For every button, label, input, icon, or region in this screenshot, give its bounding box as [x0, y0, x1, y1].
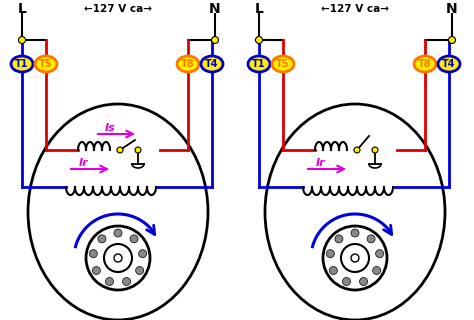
Ellipse shape [438, 56, 460, 72]
Circle shape [354, 147, 360, 153]
Ellipse shape [11, 56, 33, 72]
Circle shape [123, 277, 130, 285]
Circle shape [342, 277, 350, 285]
Circle shape [135, 147, 141, 153]
Circle shape [136, 267, 144, 275]
Circle shape [323, 226, 387, 290]
Circle shape [367, 235, 375, 243]
Circle shape [130, 235, 138, 243]
Text: T4: T4 [442, 59, 456, 69]
Circle shape [105, 277, 113, 285]
Text: L: L [255, 2, 264, 16]
Circle shape [372, 147, 378, 153]
Circle shape [327, 250, 334, 258]
Text: T1: T1 [15, 59, 29, 69]
Ellipse shape [265, 104, 445, 320]
Circle shape [373, 267, 381, 275]
Circle shape [335, 235, 343, 243]
Circle shape [90, 250, 97, 258]
Circle shape [255, 36, 263, 44]
Circle shape [104, 244, 132, 272]
Text: T4: T4 [205, 59, 219, 69]
Circle shape [375, 250, 383, 258]
Text: T8: T8 [418, 59, 432, 69]
Text: T8: T8 [181, 59, 195, 69]
Ellipse shape [272, 56, 294, 72]
Ellipse shape [28, 104, 208, 320]
Circle shape [98, 235, 106, 243]
Text: Ir: Ir [79, 158, 89, 168]
Ellipse shape [35, 56, 57, 72]
Circle shape [18, 36, 26, 44]
Circle shape [86, 226, 150, 290]
Ellipse shape [201, 56, 223, 72]
Circle shape [329, 267, 337, 275]
Text: T1: T1 [252, 59, 266, 69]
Circle shape [117, 147, 123, 153]
Circle shape [211, 36, 219, 44]
Text: T5: T5 [39, 59, 53, 69]
Ellipse shape [248, 56, 270, 72]
Text: T5: T5 [276, 59, 290, 69]
Circle shape [351, 254, 359, 262]
Text: N: N [209, 2, 221, 16]
Circle shape [351, 229, 359, 237]
Text: Is: Is [105, 123, 115, 133]
Circle shape [448, 36, 456, 44]
Ellipse shape [414, 56, 436, 72]
Circle shape [138, 250, 146, 258]
Ellipse shape [177, 56, 199, 72]
Circle shape [341, 244, 369, 272]
Text: Ir: Ir [316, 158, 326, 168]
Text: ←127 V ca→: ←127 V ca→ [84, 4, 152, 14]
Circle shape [114, 254, 122, 262]
Text: N: N [446, 2, 458, 16]
Circle shape [92, 267, 100, 275]
Text: L: L [18, 2, 27, 16]
Circle shape [114, 229, 122, 237]
Circle shape [360, 277, 367, 285]
Text: ←127 V ca→: ←127 V ca→ [321, 4, 389, 14]
